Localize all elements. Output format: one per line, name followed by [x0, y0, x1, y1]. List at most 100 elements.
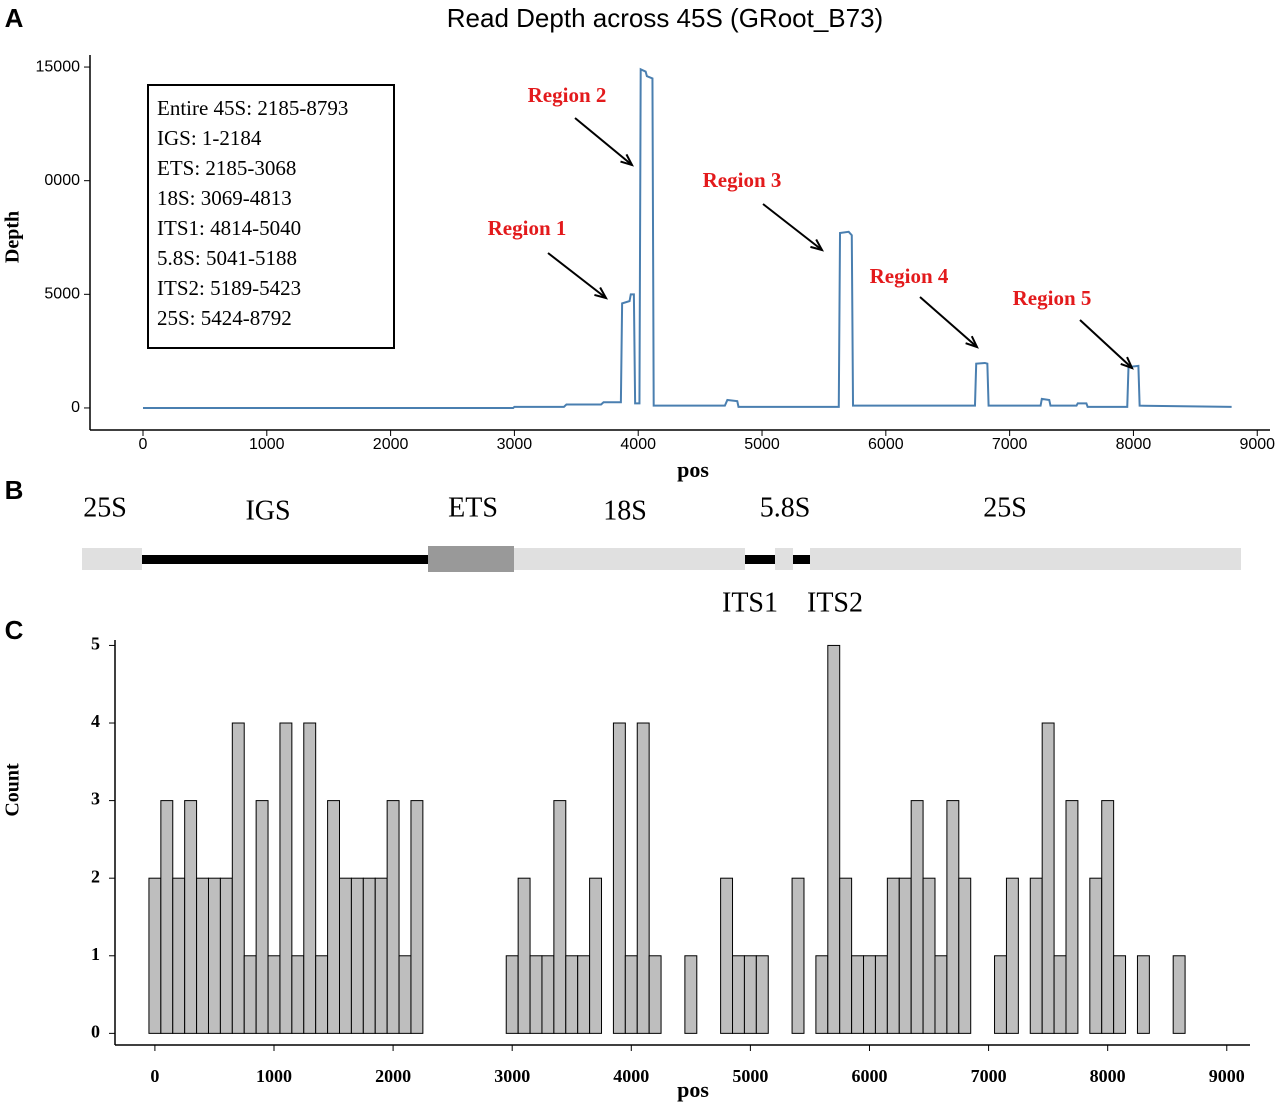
x-axis-label: pos [677, 457, 709, 482]
histogram-bar [755, 955, 769, 1034]
histogram-bar [386, 800, 400, 1034]
segment-18s [514, 548, 745, 570]
histogram-bar [172, 877, 186, 1034]
histogram-bar [1005, 877, 1019, 1034]
panel-letter: B [5, 475, 24, 505]
region-arrow [574, 117, 633, 166]
histogram-bar [827, 644, 841, 1034]
arrow-head [594, 287, 609, 300]
x-tick-label: 8000 [1090, 1066, 1126, 1086]
histogram-bar [327, 800, 340, 1034]
region-arrow [547, 252, 607, 299]
histogram-bar [267, 955, 281, 1034]
panel-letter: C [5, 615, 24, 645]
histogram-bar [636, 722, 650, 1034]
region-arrow [1079, 319, 1133, 369]
histogram-bar [374, 877, 388, 1034]
segment-label: 5.8S [760, 492, 811, 523]
histogram-bar [624, 955, 638, 1034]
histogram-bar [255, 800, 269, 1034]
histogram-bar [398, 955, 412, 1034]
histogram-bar [1101, 800, 1115, 1034]
annotation-line: Entire 45S: 2185-8793 [157, 96, 348, 120]
annotation-line: 5.8S: 5041-5188 [157, 246, 297, 270]
histogram-bar [874, 955, 888, 1034]
annotation-box [147, 84, 395, 349]
y-tick-label: 0 [71, 399, 80, 416]
segment-label: ITS2 [807, 587, 863, 618]
x-tick-label: 3000 [497, 436, 533, 453]
arrow-head [620, 153, 634, 167]
x-tick-label: 3000 [494, 1066, 530, 1086]
x-tick-label: 0 [150, 1066, 159, 1086]
histogram-bar [160, 800, 174, 1034]
histogram-bar [553, 800, 567, 1034]
histogram-bar [541, 955, 555, 1034]
region-label: Region 2 [528, 83, 607, 107]
annotation-line: ITS2: 5189-5423 [157, 276, 301, 300]
histogram-bar [350, 877, 364, 1034]
x-tick-label: 0 [139, 436, 148, 453]
arrow-head [965, 335, 979, 349]
annotation-line: IGS: 1-2184 [157, 126, 262, 150]
segment-label: 25S [983, 492, 1027, 523]
y-axis-label: Count [2, 763, 24, 817]
x-tick-label: 9000 [1239, 436, 1275, 453]
histogram-bar [410, 800, 424, 1034]
segment-label: ITS1 [722, 587, 778, 618]
x-tick-label: 6000 [868, 436, 904, 453]
x-tick-label: 2000 [375, 1066, 411, 1086]
histogram-bar [362, 877, 376, 1034]
x-tick-label: 8000 [1116, 436, 1152, 453]
segment-label: 25S [83, 492, 127, 523]
annotation-line: ETS: 2185-3068 [157, 156, 296, 180]
y-tick-label: 2 [91, 866, 100, 886]
y-tick-label: 0 [91, 1021, 100, 1041]
histogram-bar [1136, 955, 1150, 1034]
histogram-bar [1053, 955, 1067, 1034]
y-tick-label: 5000 [44, 286, 80, 303]
histogram-bar [815, 955, 829, 1034]
histogram-bar [648, 955, 662, 1034]
histogram-bar [922, 877, 936, 1034]
x-tick-label: 7000 [992, 436, 1028, 453]
panel-letter: A [5, 3, 24, 33]
histogram-bar [743, 955, 757, 1034]
histogram-bar [279, 722, 293, 1034]
histogram-bar [505, 955, 519, 1034]
x-axis-label: pos [677, 1077, 709, 1102]
segment-igs [142, 555, 428, 564]
histogram-bar [910, 800, 924, 1034]
segment-label: 18S [603, 495, 647, 526]
annotation-line: ITS1: 4814-5040 [157, 216, 301, 240]
histogram-bar [732, 955, 745, 1034]
histogram-bar [934, 955, 948, 1034]
histogram-bar [291, 955, 305, 1034]
segment-5-8s [775, 548, 793, 570]
x-tick-label: 1000 [256, 1066, 292, 1086]
histogram-bar [720, 877, 734, 1034]
histogram-bar [589, 877, 603, 1034]
x-tick-label: 1000 [249, 436, 285, 453]
region-label: Region 4 [870, 264, 949, 288]
histogram-bar [565, 955, 579, 1034]
annotation-line: 18S: 3069-4813 [157, 186, 292, 210]
region-label: Region 5 [1013, 286, 1092, 310]
histogram-bar [577, 955, 591, 1034]
histogram-bar [1065, 800, 1079, 1034]
histogram-bar [243, 955, 257, 1034]
chart-title: Read Depth across 45S (GRoot_B73) [447, 3, 883, 33]
region-label: Region 1 [488, 216, 567, 240]
histogram-bar [1029, 877, 1043, 1034]
region-label: Region 3 [703, 168, 782, 192]
annotation-line: 25S: 5424-8792 [157, 306, 292, 330]
histogram-bar [207, 877, 221, 1034]
segment-ets [428, 546, 514, 572]
histogram-bar [148, 877, 162, 1034]
y-tick-label: 5 [91, 634, 100, 654]
histogram-bar [994, 955, 1007, 1034]
histogram-bar [1089, 877, 1103, 1034]
x-tick-label: 2000 [373, 436, 409, 453]
histogram-bar [338, 877, 352, 1034]
